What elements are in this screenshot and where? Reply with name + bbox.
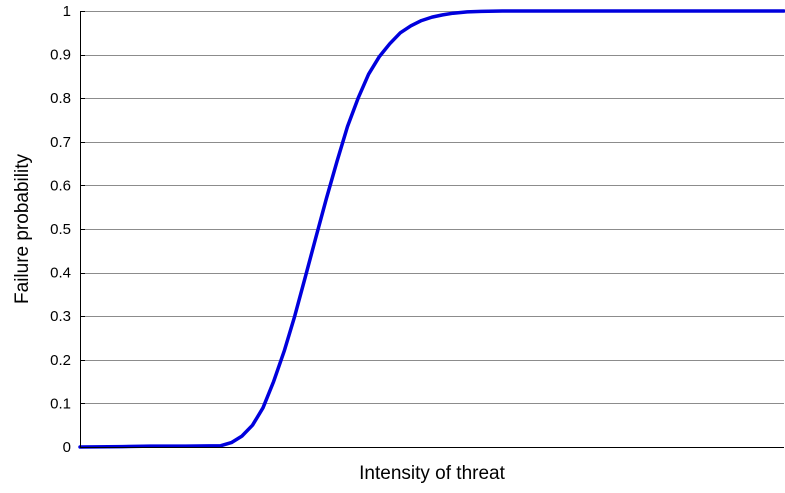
y-tick-label: 0.6 (50, 177, 71, 194)
y-tick-label: 0.5 (50, 221, 71, 238)
gridlines (80, 11, 784, 448)
series-line (78, 9, 785, 449)
y-tick-label: 0.3 (50, 308, 71, 325)
x-axis-label: Intensity of threat (359, 463, 505, 484)
y-tick-label: 0.7 (50, 134, 71, 151)
y-axis-label: Failure probability (12, 154, 33, 304)
y-tick-label: 0 (63, 439, 71, 456)
y-tick-label: 0.4 (50, 265, 71, 282)
y-tick-label: 0.9 (50, 47, 71, 64)
y-tick-label: 0.2 (50, 352, 71, 369)
y-tick-label: 0.1 (50, 395, 71, 412)
y-tick-label: 0.8 (50, 90, 71, 107)
y-tick-labels: 0 0.1 0.2 0.3 0.4 0.5 0.6 0.7 0.8 0.9 1 (50, 3, 71, 456)
y-tick-label: 1 (63, 3, 71, 20)
